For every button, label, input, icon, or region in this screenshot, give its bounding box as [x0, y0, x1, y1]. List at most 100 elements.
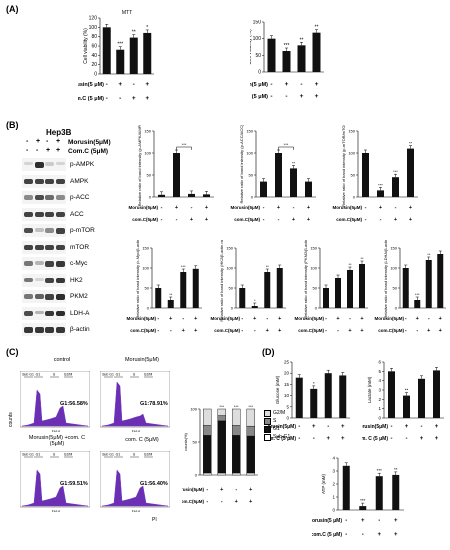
treatment-sign: +: [205, 217, 208, 223]
blot-band: [24, 327, 33, 333]
protein-label: ACC: [70, 210, 84, 218]
blot-band: [45, 228, 54, 233]
bar: [290, 168, 297, 197]
treatment-sign: -: [345, 518, 347, 524]
treatment-sign: -: [157, 316, 159, 322]
y-tick-label: 50: [249, 173, 254, 178]
bar: [323, 288, 329, 308]
y-tick-label: 2: [378, 397, 381, 402]
treatment-sign: -: [266, 316, 268, 322]
y-tick-label: 150: [310, 246, 317, 251]
treatment-sign: -: [405, 316, 407, 322]
treatment-label: Morusin(5μM): [268, 424, 296, 430]
treatment-sign: +: [360, 328, 363, 334]
y-tick-label: 150: [390, 246, 397, 251]
bar: [359, 264, 365, 308]
bar-segment-g2m: [246, 408, 255, 427]
bar: [251, 306, 258, 308]
treatment-label: com.C (5 μM): [312, 532, 342, 538]
treatment-label: com.C(5μM): [298, 328, 324, 333]
blot-band: [24, 261, 33, 266]
protein-label: HK2: [70, 276, 83, 284]
bar: [359, 506, 367, 510]
panel-label-d: (D): [262, 347, 275, 357]
legend-swatch: [264, 433, 271, 441]
y-tick-label: 20: [284, 371, 290, 376]
significance-label: **: [394, 467, 398, 472]
bar: [267, 38, 276, 72]
treatment-sign: +: [341, 424, 345, 430]
y-tick-label: 50: [351, 173, 356, 178]
treatment-label: com.C(5μM): [130, 328, 156, 333]
y-tick-label: 15: [284, 382, 290, 387]
significance-label: ***: [393, 169, 398, 174]
treatment-sign: -: [337, 328, 339, 334]
y-tick-label: 50: [145, 286, 150, 291]
y-tick-label: 0: [149, 195, 152, 200]
gate-label: G1: [116, 453, 121, 457]
bar: [403, 395, 410, 418]
treatment-label: Morusin(5μM): [374, 316, 404, 321]
y-tick-label: 100: [310, 266, 317, 271]
gate-label: S: [53, 373, 56, 377]
blot-strip: [22, 240, 66, 254]
treatment-label: com.C(5μM): [132, 217, 158, 222]
treatment-sign: +: [409, 217, 412, 223]
y-tick-label: 50: [313, 286, 318, 291]
bar-segment-subg1: [246, 472, 255, 476]
significance-bracket: [176, 146, 192, 150]
gate-label: G2/M: [144, 453, 153, 457]
bar: [407, 148, 414, 197]
bar: [295, 377, 303, 418]
significance-label: ***: [378, 182, 383, 187]
y-tick-label: 4: [378, 378, 381, 383]
treatment-sign: +: [249, 487, 252, 493]
histogram-trace: [101, 381, 169, 427]
y-tick-label: 5: [286, 404, 289, 409]
legend-item: S: [264, 417, 316, 425]
treatment-sign: -: [365, 217, 367, 223]
treatment-label: com.C(5μM): [378, 328, 404, 333]
significance-label: **: [315, 25, 319, 31]
blot-band: [45, 327, 54, 333]
y-axis-label: Glucose (mM): [275, 375, 280, 404]
blot-band: [34, 261, 44, 265]
y-axis-label: Relative ratio of band intensity (p-AMPK…: [137, 125, 142, 206]
treatment-sign: -: [406, 436, 408, 442]
y-tick-label: 3: [332, 469, 335, 474]
treatment-sign: -: [26, 138, 29, 145]
protein-label: p-mTOR: [70, 227, 95, 234]
bar-segment-s: [217, 415, 226, 422]
histogram-trace: [101, 469, 169, 507]
treatment-label: Morusin(5μM): [68, 139, 111, 146]
y-tick-label: 5: [378, 369, 381, 374]
treatment-sign: -: [46, 138, 49, 145]
flow-plot: Sub G1 G1 S G2/M G1:59.51% FL2-A: [20, 451, 90, 513]
y-tick-label: 150: [226, 246, 233, 251]
treatment-sign: -: [421, 424, 423, 430]
treatment-sign: +: [56, 138, 61, 145]
histogram-trace: [21, 389, 89, 427]
y-tick-label: 20: [91, 62, 97, 68]
treatment-label: com.C (5 μM): [78, 96, 104, 102]
y-tick-label: 100: [142, 266, 149, 271]
treatment-label: Morusin(5 μM): [250, 82, 268, 88]
bar: [102, 27, 111, 74]
treatment-sign: +: [194, 316, 197, 322]
treatment-sign: -: [161, 217, 163, 223]
blot-band: [55, 261, 65, 267]
bar-segment-g1: [217, 420, 226, 474]
significance-label: **: [409, 141, 413, 146]
treatment-label: Morusin(5μM): [332, 205, 362, 210]
treatment-sign: +: [435, 436, 439, 442]
treatment-sign: +: [326, 436, 330, 442]
gate-label: G2/M: [144, 373, 153, 377]
treatment-sign: +: [145, 95, 149, 102]
panel-label-a: (A): [6, 4, 19, 14]
treatment-sign: +: [278, 328, 281, 334]
protein-label: PKM2: [70, 293, 88, 300]
treatment-label: com. C (5 μM): [268, 436, 296, 442]
chart-title: MTT: [122, 10, 132, 16]
